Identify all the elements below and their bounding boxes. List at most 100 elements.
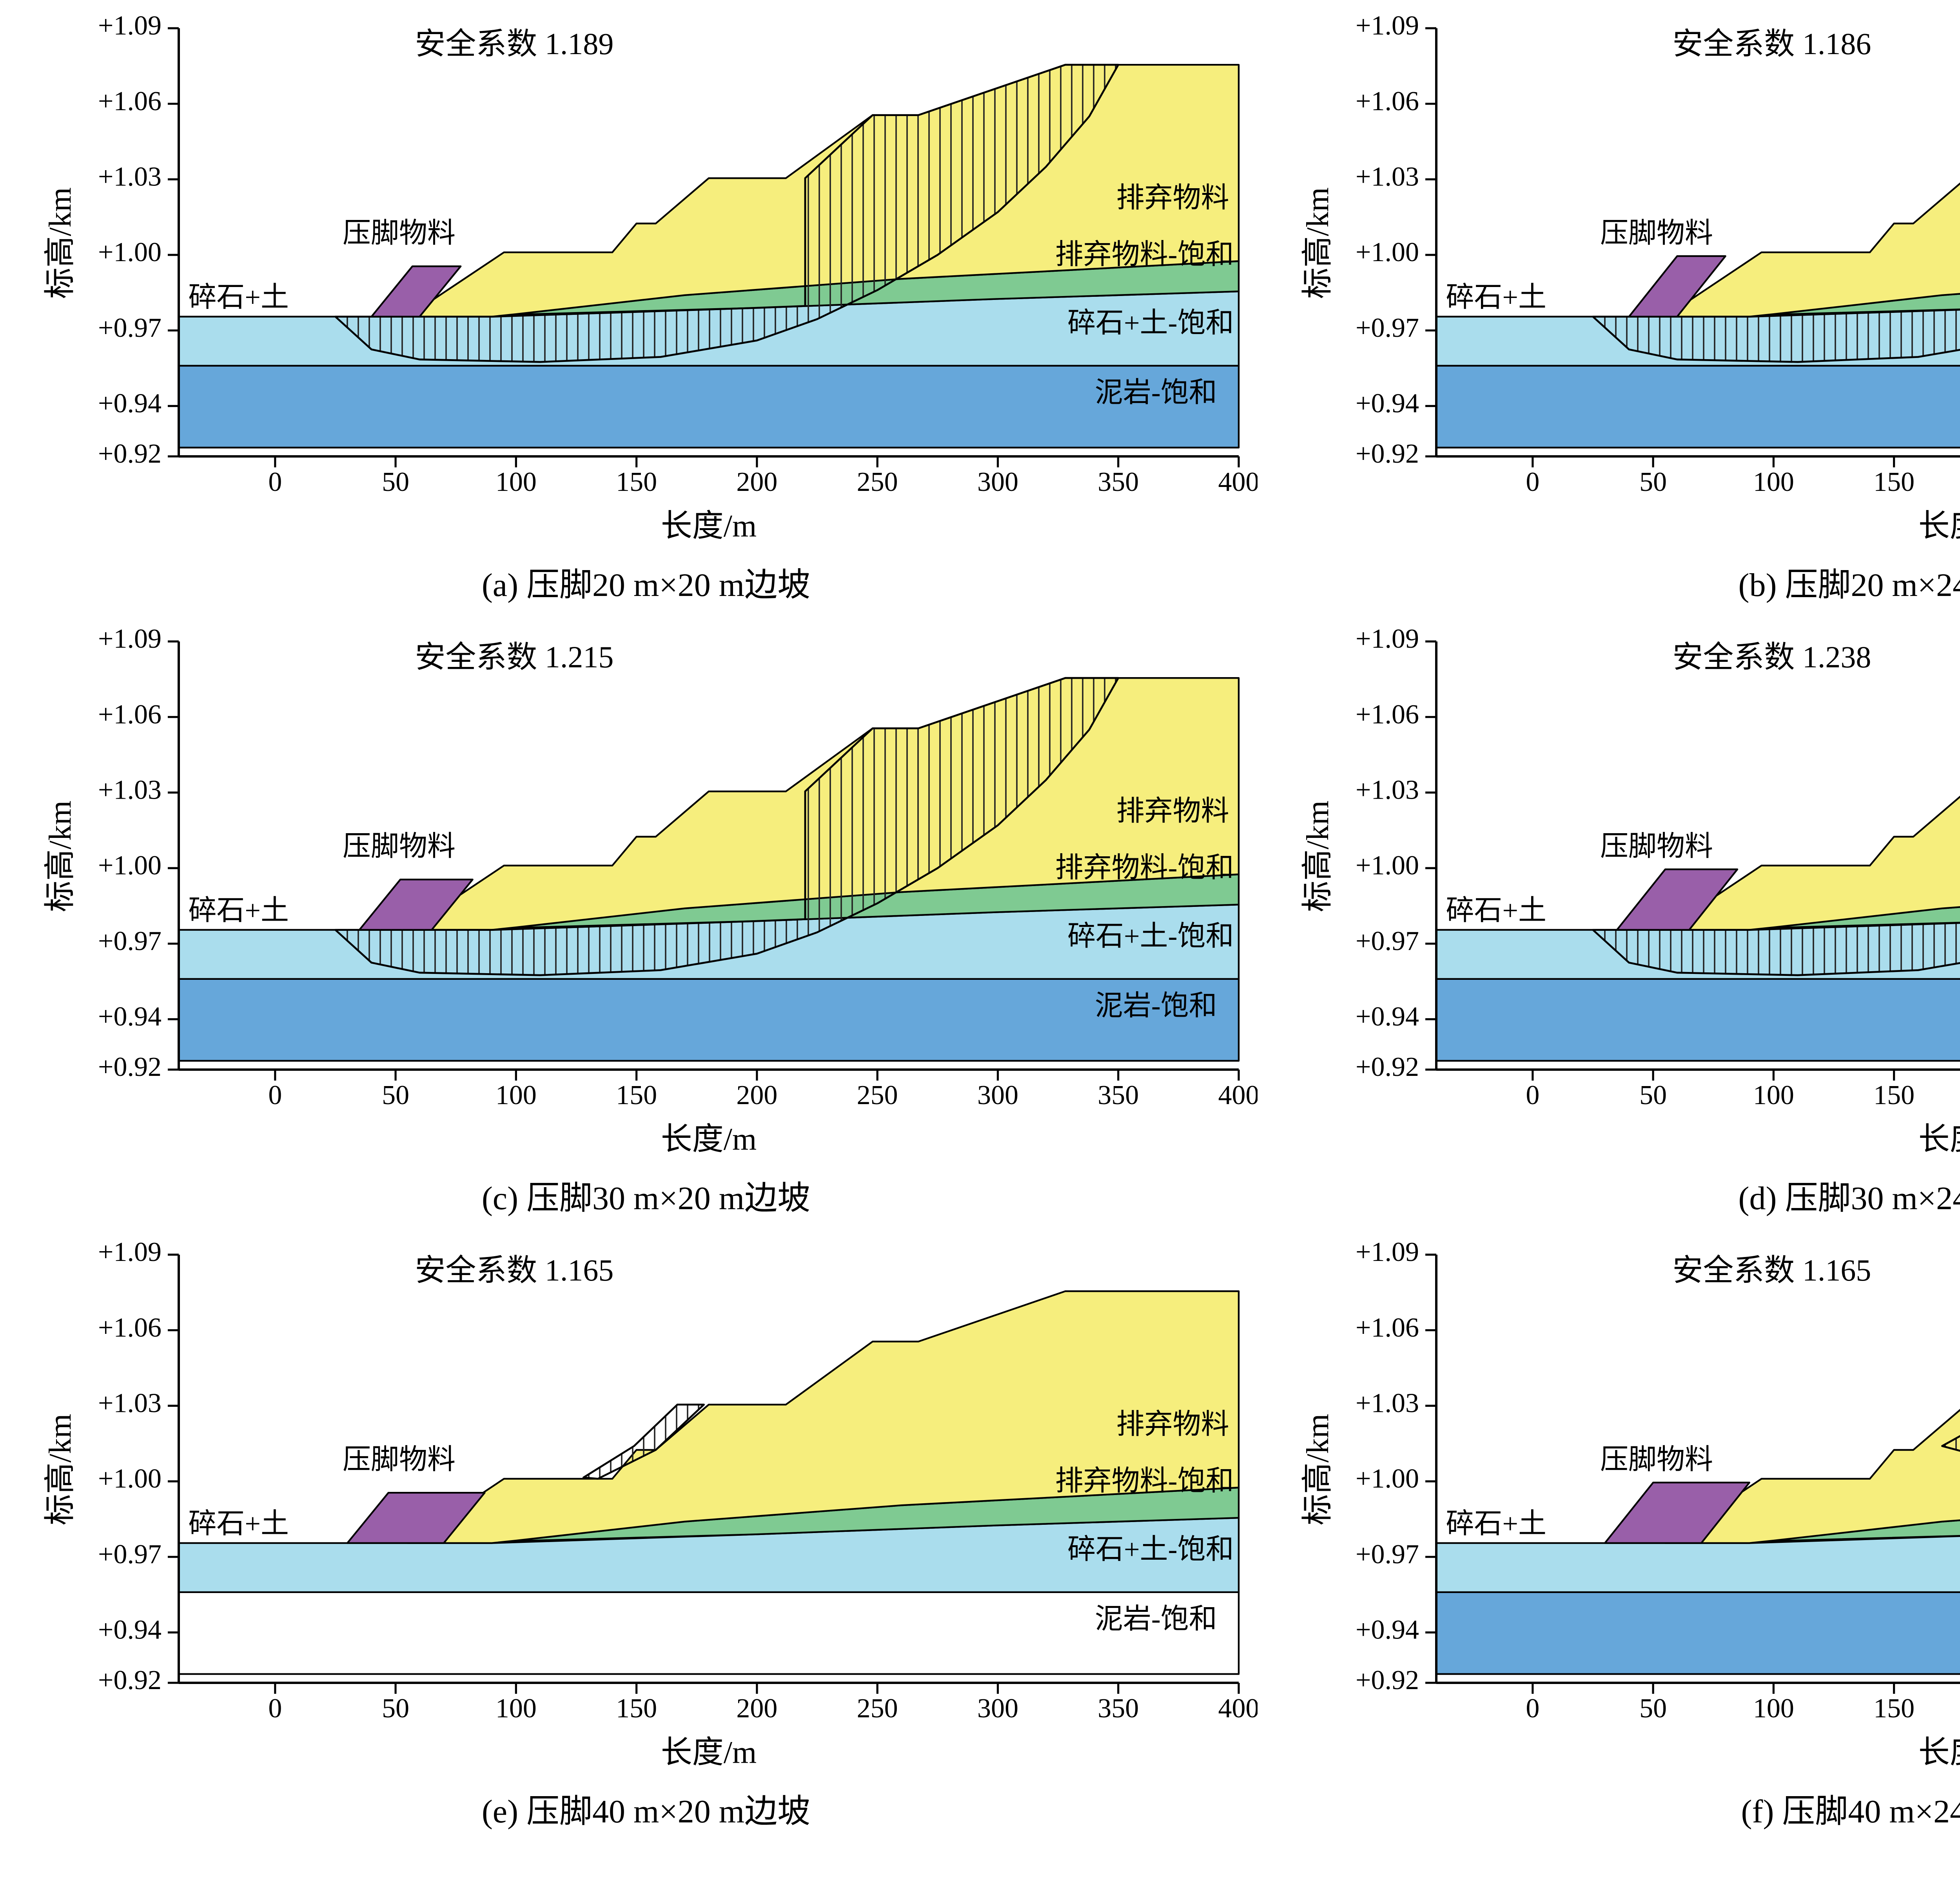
- layer-mudstone-saturated: [1435, 1591, 1960, 1675]
- y-tick-label: +1.03: [1356, 775, 1419, 805]
- x-tick-label: 250: [857, 1693, 898, 1724]
- y-tick-label: +0.92: [1356, 1665, 1419, 1695]
- x-tick-label: 0: [1526, 467, 1539, 497]
- y-tick-label: +1.03: [98, 1388, 162, 1418]
- x-axis-label: 长度/m: [661, 509, 757, 543]
- y-tick-label: +1.03: [1356, 162, 1419, 192]
- x-axis-label: 长度/m: [1918, 1122, 1960, 1157]
- safety-factor-label: 安全系数 1.165: [1672, 1253, 1871, 1287]
- y-tick-label: +1.00: [98, 850, 162, 881]
- x-tick-label: 0: [268, 1693, 282, 1724]
- y-tick-label: +0.97: [98, 926, 162, 956]
- label-toe_material: 压脚物料: [1600, 1444, 1713, 1475]
- x-tick-label: 150: [1873, 1080, 1915, 1110]
- label-waste: 排弃物料: [1116, 182, 1229, 214]
- x-tick-label: 350: [1098, 1693, 1139, 1724]
- y-tick-label: +0.97: [1356, 313, 1419, 343]
- toe-berm: [370, 265, 462, 318]
- toe-berm: [1628, 255, 1726, 318]
- y-tick-label: +1.00: [98, 1464, 162, 1494]
- y-tick-label: +0.94: [1356, 1615, 1419, 1645]
- label-toe_material: 压脚物料: [343, 1444, 456, 1475]
- label-gravel_soil_saturated: 碎石+土-饱和: [1067, 1534, 1234, 1565]
- x-axis-label: 长度/m: [1918, 1735, 1960, 1770]
- panel-d-caption: (d) 压脚30 m×24 m边坡: [1738, 1179, 1960, 1217]
- x-tick-label: 100: [495, 467, 537, 497]
- label-gravel_soil: 碎石+土: [1446, 282, 1546, 313]
- y-tick-label: +0.94: [98, 389, 162, 419]
- y-tick-label: +1.06: [1356, 86, 1419, 116]
- y-tick-label: +1.09: [1356, 13, 1419, 41]
- x-tick-label: 400: [1218, 467, 1258, 497]
- x-tick-label: 300: [977, 467, 1018, 497]
- y-axis-label: 标高/km: [1301, 1414, 1335, 1525]
- x-tick-label: 250: [857, 467, 898, 497]
- layer-gravel-soil-saturated: [1435, 1535, 1960, 1593]
- y-tick-label: +0.94: [98, 1002, 162, 1032]
- panel-e-caption: (e) 压脚40 m×20 m边坡: [481, 1793, 811, 1830]
- x-axis-label: 长度/m: [661, 1122, 757, 1157]
- axis-ticks-and-labels: +1.09 +1.06 +1.03 +1.00 +0.97 +0.94 +0.92 0 50 10…: [43, 1239, 1258, 1770]
- y-tick-label: +0.97: [1356, 926, 1419, 956]
- label-waste_saturated: 排弃物料-饱和: [1055, 1465, 1234, 1497]
- layer-mudstone-saturated: [1435, 365, 1960, 449]
- label-mudstone_saturated: 泥岩-饱和: [1095, 1603, 1217, 1635]
- safety-factor-label: 安全系数 1.238: [1672, 640, 1871, 674]
- panel-c: 碎石+土 压脚物料 排弃物料 排弃物料-饱和 碎石+土-饱和 泥岩-饱和 安全系数 1.21…: [22, 626, 1270, 1220]
- x-tick-label: 150: [616, 467, 657, 497]
- x-tick-label: 50: [1639, 467, 1667, 497]
- y-tick-label: +0.92: [1356, 1052, 1419, 1082]
- y-tick-label: +1.06: [1356, 1313, 1419, 1343]
- y-tick-label: +0.94: [1356, 1002, 1419, 1032]
- y-tick-label: +0.97: [98, 1539, 162, 1570]
- slip-mass-hatched: [583, 1403, 705, 1480]
- y-tick-label: +0.94: [1356, 389, 1419, 419]
- y-tick-label: +0.92: [98, 1665, 162, 1695]
- y-tick-label: +0.97: [1356, 1539, 1419, 1570]
- x-tick-label: 350: [1098, 1080, 1139, 1110]
- axis-ticks-and-labels: +1.09 +1.06 +1.03 +1.00 +0.97 +0.94 +0.92 0 50 10…: [43, 626, 1258, 1157]
- y-tick-label: +1.00: [1356, 850, 1419, 881]
- label-waste_saturated: 排弃物料-饱和: [1055, 239, 1234, 270]
- x-tick-label: 350: [1098, 467, 1139, 497]
- label-gravel_soil: 碎石+土: [1446, 1508, 1546, 1539]
- y-axis-label: 标高/km: [43, 187, 78, 299]
- toe-berm: [346, 1492, 486, 1544]
- y-axis-label: 标高/km: [1301, 801, 1335, 912]
- axis-spines: [178, 28, 1239, 458]
- label-toe_material: 压脚物料: [343, 218, 456, 249]
- label-mudstone_saturated: 泥岩-饱和: [1095, 377, 1217, 408]
- x-tick-label: 50: [1639, 1080, 1667, 1110]
- y-axis-label: 标高/km: [43, 801, 78, 912]
- y-tick-label: +1.03: [98, 162, 162, 192]
- safety-factor-label: 安全系数 1.215: [415, 640, 613, 674]
- layer-waste: [1664, 182, 1960, 318]
- y-tick-label: +1.06: [1356, 699, 1419, 730]
- panel-a-caption: (a) 压脚20 m×20 m边坡: [481, 566, 811, 604]
- y-tick-label: +1.03: [1356, 1388, 1419, 1418]
- y-tick-label: +0.97: [98, 313, 162, 343]
- y-tick-label: +1.09: [98, 1239, 162, 1267]
- y-tick-label: +0.92: [98, 1052, 162, 1082]
- axis-ticks-and-labels: +1.09 +1.06 +1.03 +1.00 +0.97 +0.94 +0.92 0 50 10…: [1301, 1239, 1960, 1770]
- label-toe_material: 压脚物料: [1600, 831, 1713, 862]
- panel-c-caption: (c) 压脚30 m×20 m边坡: [481, 1179, 811, 1217]
- x-tick-label: 200: [736, 467, 777, 497]
- x-tick-label: 100: [495, 1080, 537, 1110]
- axis-ticks-and-labels: +1.09 +1.06 +1.03 +1.00 +0.97 +0.94 +0.92 0 50 10…: [43, 13, 1258, 543]
- panel-a-layers: [178, 64, 1240, 449]
- axis-spines: [178, 1255, 1239, 1684]
- x-tick-label: 0: [268, 467, 282, 497]
- x-tick-label: 100: [1753, 1693, 1794, 1724]
- layer-waste: [1664, 796, 1960, 931]
- slip-mass-hatched: [1592, 309, 1960, 363]
- label-waste_saturated: 排弃物料-饱和: [1055, 852, 1234, 883]
